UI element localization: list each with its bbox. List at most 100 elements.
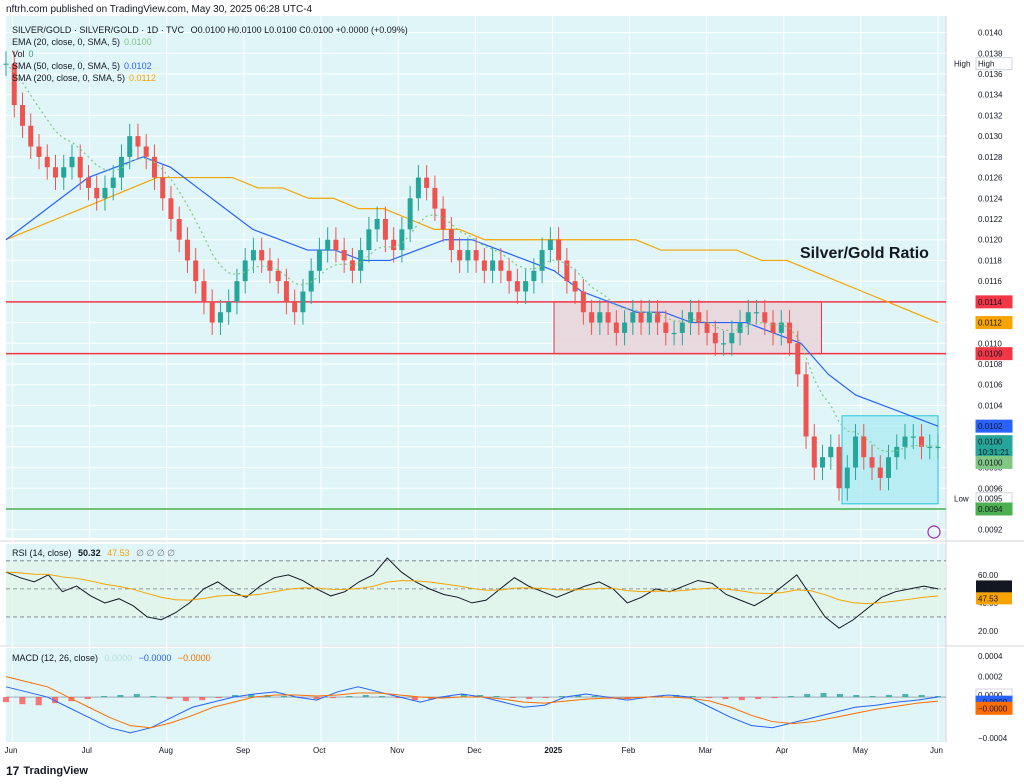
macd-hist-bar [509, 697, 516, 699]
price-tick-label: 0.0140 [978, 29, 1003, 38]
time-tick-label: Jul [82, 746, 92, 755]
legend-ema-row[interactable]: EMA (20, close, 0, SMA, 5) 0.0100 [12, 36, 408, 48]
candle-body [886, 457, 892, 478]
rsi-legend[interactable]: RSI (14, close) 50.32 47.53 ∅ ∅ ∅ ∅ [12, 547, 175, 559]
macd-hist-bar [935, 696, 941, 698]
candle-body [663, 322, 669, 333]
candle-body [745, 312, 751, 323]
legend-vol-row[interactable]: Vol 0 [12, 48, 408, 60]
macd-hist-bar [787, 696, 794, 698]
macd-hist-bar [804, 693, 811, 698]
candle-body [366, 229, 372, 251]
price-tick-label: 0.0138 [978, 49, 1003, 58]
candle-body [935, 446, 941, 449]
price-tick-label: 0.0118 [978, 256, 1002, 265]
candle-body [226, 301, 232, 313]
macd-tick-label: −0.0004 [978, 734, 1008, 743]
macd-hist-bar [706, 697, 713, 699]
time-tick-label: Apr [776, 746, 789, 755]
macd-hist-bar [35, 697, 42, 706]
macd-hist-bar [657, 696, 664, 698]
candle-body [382, 219, 388, 240]
price-axis-label: 0.0114 [978, 298, 1002, 307]
macd-legend[interactable]: MACD (12, 26, close) 0.0000 −0.0000 −0.0… [12, 652, 211, 664]
candle-body [102, 187, 108, 199]
price-axis-label-bg [975, 419, 1013, 433]
main-legend: SILVER/GOLD · SILVER/GOLD · 1D · TVC O0.… [12, 24, 408, 84]
legend-sma50-row[interactable]: SMA (50, close, 0, SMA, 5) 0.0102 [12, 60, 408, 72]
price-tick-label: 0.0134 [978, 91, 1003, 100]
macd-hist-bar [575, 695, 582, 698]
candle-body [275, 270, 281, 282]
candle-body [630, 312, 636, 323]
rsi-legend-ma: 47.53 [107, 548, 130, 558]
candle-body [910, 436, 916, 438]
candle-body [283, 281, 289, 302]
candle-body [514, 281, 520, 292]
macd-hist-bar [885, 695, 892, 698]
rsi-legend-extra: ∅ ∅ ∅ ∅ [136, 548, 176, 558]
price-axis-label-bg [975, 316, 1013, 330]
macd-hist-bar [853, 695, 860, 698]
macd-hist-bar [460, 693, 467, 698]
price-tick-label: 0.0122 [978, 215, 1003, 224]
candle-body [184, 239, 190, 261]
candle-body [85, 177, 91, 188]
macd-hist-bar [3, 697, 9, 703]
legend-sma200-row[interactable]: SMA (200, close, 0, SMA, 5) 0.0112 [12, 72, 408, 84]
candle-body [151, 156, 157, 178]
rsi-tick-label: 60.00 [978, 571, 999, 580]
candle-body [193, 260, 199, 282]
candle-body [655, 312, 661, 323]
price-tick-label: 0.0106 [978, 381, 1003, 390]
candle-body [250, 250, 256, 261]
macd-hist-bar [182, 697, 189, 702]
macd-hist-bar [738, 697, 745, 701]
candle-body [432, 187, 438, 209]
macd-hist-bar [101, 696, 108, 698]
candle-body [209, 301, 215, 323]
tradingview-logo-icon: 17 [6, 764, 20, 778]
macd-hist-bar [689, 696, 696, 698]
price-tick-label: 0.0136 [978, 70, 1003, 79]
candle-body [539, 250, 545, 271]
candle-body [77, 156, 83, 178]
macd-line [5, 686, 939, 734]
candle-body [399, 229, 405, 251]
legend-title-row: SILVER/GOLD · SILVER/GOLD · 1D · TVC O0.… [12, 24, 408, 36]
price-axis-label-bg [975, 57, 1013, 71]
footer-brand[interactable]: 17 TradingView [6, 764, 88, 778]
macd-hist-bar [755, 697, 762, 700]
legend-sma200-label: SMA (200, close, 0, SMA, 5) [12, 73, 126, 83]
macd-tick-label: 0.0004 [978, 652, 1003, 661]
macd-legend-hist: 0.0000 [104, 653, 133, 663]
price-label-prefix: Low [954, 495, 969, 504]
macd-hist-bar [133, 693, 140, 698]
price-tick-label: 0.0120 [978, 236, 1003, 245]
macd-hist-bar [313, 697, 320, 700]
candle-body [415, 177, 421, 199]
candle-body [69, 156, 75, 168]
candle-body [267, 260, 273, 271]
candle-body [671, 332, 677, 335]
price-axis-label-bg [975, 455, 1013, 469]
candle-body [506, 270, 512, 282]
candle-body [828, 446, 834, 458]
candle-body [597, 312, 603, 323]
candle-body [448, 229, 454, 251]
macd-hist-bar [526, 697, 533, 700]
price-tick-label: 0.0124 [978, 194, 1003, 203]
time-tick-label: Dec [467, 746, 481, 755]
macd-hist-bar [52, 697, 59, 704]
candle-body [688, 312, 694, 323]
candle-body [547, 239, 553, 251]
macd-hist-bar [395, 697, 402, 699]
macd-hist-bar [346, 696, 353, 698]
macd-axis-label-bg [975, 701, 1013, 715]
macd-hist-bar [19, 697, 26, 705]
macd-hist-bar [411, 697, 418, 701]
price-axis-label: 0.0095 [978, 495, 1003, 504]
price-tick-label: 0.0130 [978, 132, 1003, 141]
macd-axis-label: −0.0000 [978, 704, 1008, 713]
